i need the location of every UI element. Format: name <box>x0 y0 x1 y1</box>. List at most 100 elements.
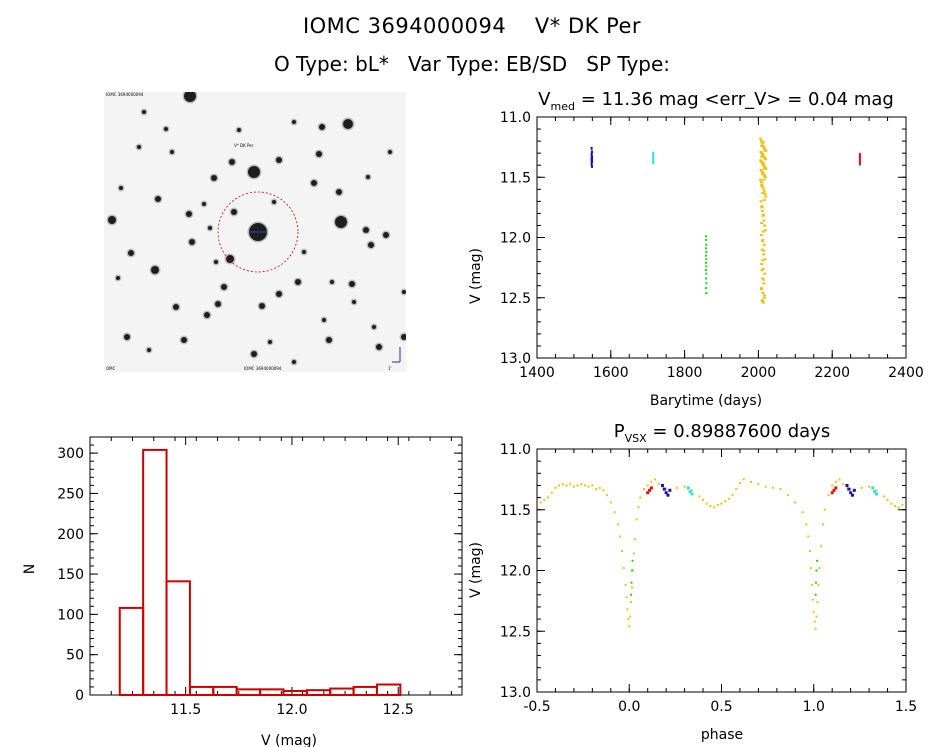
lightcurve-point <box>759 178 763 181</box>
star <box>164 127 168 131</box>
phased-point <box>893 505 896 508</box>
phased-point <box>738 482 741 485</box>
phased-point <box>630 601 633 604</box>
lightcurve-point <box>763 258 767 261</box>
phased-point <box>720 502 723 505</box>
lightcurve-point <box>759 160 763 163</box>
lightcurve-points <box>590 137 861 304</box>
lightcurve-point <box>652 161 655 165</box>
lightcurve-point <box>763 272 767 275</box>
finder-label-bottom-left: OMC <box>106 366 116 371</box>
lightcurve-point <box>760 142 764 145</box>
page-title-line1: IOMC 3694000094 V* DK Per <box>302 14 642 38</box>
phased-point <box>583 484 586 487</box>
lightcurve-point <box>590 164 593 168</box>
star <box>272 200 276 204</box>
phased-point <box>633 537 636 540</box>
phased-point <box>646 484 649 487</box>
phased-point <box>576 484 579 487</box>
phased-point <box>815 569 818 572</box>
star <box>184 92 196 102</box>
star <box>170 150 174 154</box>
phased-point <box>657 483 660 486</box>
phased-point <box>873 490 877 494</box>
phased-point <box>660 483 664 487</box>
phased-point <box>631 569 634 572</box>
lightcurve-point <box>762 249 766 252</box>
star <box>108 216 116 224</box>
phased-xlabel: phase <box>701 727 743 743</box>
lightcurve-point <box>762 296 766 299</box>
lightcurve-point <box>705 258 708 261</box>
phased-point <box>724 500 727 503</box>
phased-point <box>646 491 650 495</box>
lightcurve-point <box>759 234 763 237</box>
lightcurve-point <box>762 155 766 158</box>
lightcurve-point <box>762 165 766 168</box>
lightcurve-point <box>763 229 767 232</box>
y-tick-label: 0 <box>75 688 84 704</box>
y-tick-label: 100 <box>57 607 84 623</box>
phased-ylabel: V (mag) <box>468 542 484 598</box>
phased-point <box>620 550 623 553</box>
phased-point <box>834 486 838 490</box>
star <box>151 266 159 274</box>
lightcurve-point <box>763 167 767 170</box>
x-tick-label: -0.5 <box>523 699 550 715</box>
phased-point <box>816 601 819 604</box>
lightcurve-point <box>760 263 764 266</box>
lightcurve-point <box>858 157 861 161</box>
page-title-line2: O Type: bL* Var Type: EB/SD SP Type: <box>273 52 671 76</box>
y-tick-label: 12.0 <box>500 564 531 580</box>
lightcurve-xlabel: Barytime (days) <box>650 393 762 409</box>
phased-point <box>624 584 627 587</box>
lightcurve-ylabel: V (mag) <box>468 248 484 304</box>
phased-point <box>606 494 609 497</box>
lightcurve-point <box>590 146 593 150</box>
star <box>226 255 234 263</box>
lightcurve-point <box>759 159 763 162</box>
phased-point <box>550 491 553 494</box>
phased-point <box>650 480 653 483</box>
y-tick-label: 11.0 <box>500 110 531 126</box>
phased-point <box>827 494 830 497</box>
lightcurve-point <box>705 254 708 257</box>
phased-point <box>764 485 767 488</box>
phased-point <box>554 486 557 489</box>
histogram-bar <box>188 685 215 696</box>
y-tick-label: 13.0 <box>500 351 531 367</box>
phased-point <box>772 486 775 489</box>
lightcurve-point <box>763 175 767 178</box>
phased-point <box>810 584 813 587</box>
lightcurve-point <box>761 267 765 270</box>
phased-title: PVSX = 0.89887600 days <box>614 421 830 445</box>
lightcurve-point <box>762 173 766 176</box>
x-tick-label: 2200 <box>814 365 850 381</box>
histogram-xlabel: V (mag) <box>261 733 317 747</box>
lightcurve-point <box>761 191 765 194</box>
lightcurve-point <box>763 166 767 169</box>
phased-point <box>897 506 900 509</box>
phased-point <box>565 484 568 487</box>
lightcurve-point <box>763 148 767 151</box>
lightcurve-point <box>761 238 765 241</box>
x-tick-label: 12.5 <box>383 702 414 718</box>
lightcurve-point <box>762 278 766 281</box>
lightcurve-point <box>705 265 708 268</box>
star <box>322 318 326 322</box>
histogram-bar <box>142 448 168 697</box>
star <box>137 145 141 149</box>
star <box>237 128 241 132</box>
star <box>276 157 282 163</box>
phased-point <box>713 506 716 509</box>
star <box>292 120 296 124</box>
finder-stars <box>106 92 406 366</box>
star <box>326 337 332 343</box>
y-tick-label: 200 <box>57 527 84 543</box>
lightcurve-point <box>652 151 655 155</box>
x-tick-label: 11.5 <box>170 702 201 718</box>
phased-point <box>698 495 701 498</box>
phased-point <box>631 586 634 589</box>
phased-point <box>665 488 668 491</box>
phased-point <box>716 503 719 506</box>
